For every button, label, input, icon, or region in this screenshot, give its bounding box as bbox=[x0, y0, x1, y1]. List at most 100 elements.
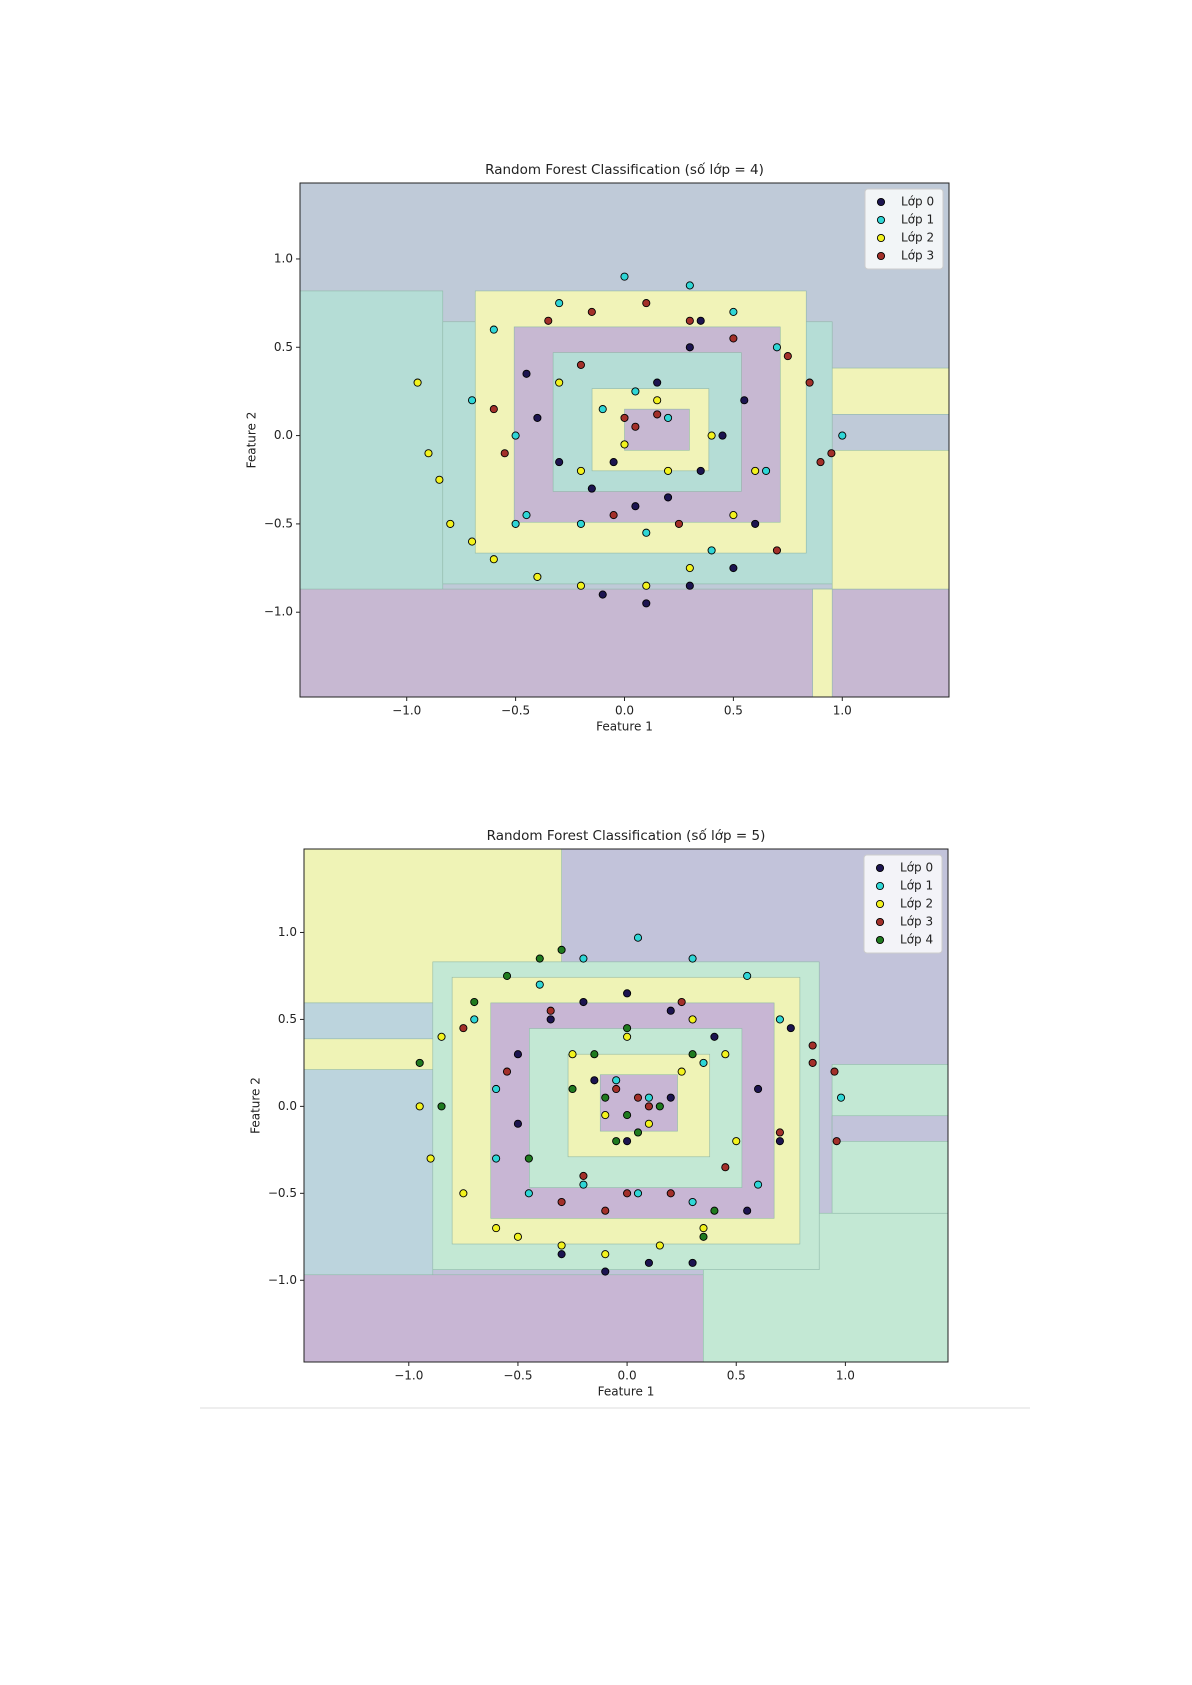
point bbox=[642, 528, 651, 537]
legend-marker bbox=[875, 863, 885, 873]
point bbox=[555, 378, 564, 387]
point bbox=[609, 458, 618, 467]
point bbox=[502, 971, 512, 980]
chart: Random Forest Classification (số lớp = 5… bbox=[249, 827, 949, 1399]
point bbox=[721, 1050, 730, 1059]
point bbox=[644, 1119, 653, 1128]
point bbox=[623, 1137, 632, 1146]
point bbox=[576, 581, 585, 590]
x-tick-label: 0.0 bbox=[615, 704, 634, 718]
point bbox=[489, 325, 498, 334]
point bbox=[653, 396, 662, 405]
point bbox=[653, 410, 662, 419]
point bbox=[707, 431, 716, 440]
point bbox=[808, 1058, 817, 1067]
point bbox=[832, 1137, 841, 1146]
point bbox=[729, 564, 738, 573]
point bbox=[685, 316, 694, 325]
point bbox=[633, 1093, 643, 1102]
point bbox=[623, 1189, 632, 1198]
point bbox=[762, 466, 771, 475]
point bbox=[601, 1093, 610, 1102]
point bbox=[721, 1163, 730, 1172]
point bbox=[415, 1058, 424, 1067]
point bbox=[655, 1241, 664, 1250]
legend-marker bbox=[876, 197, 886, 207]
point bbox=[568, 1050, 577, 1059]
y-axis-label: Feature 2 bbox=[249, 1077, 263, 1134]
point bbox=[557, 1250, 566, 1259]
point bbox=[601, 1206, 610, 1215]
point bbox=[740, 396, 749, 405]
point bbox=[470, 997, 479, 1007]
point bbox=[707, 546, 716, 555]
decision-region bbox=[599, 1074, 678, 1132]
point bbox=[522, 369, 531, 378]
point bbox=[426, 1154, 435, 1163]
point bbox=[620, 272, 629, 281]
legend-label: Lớp 3 bbox=[900, 915, 933, 929]
point bbox=[696, 316, 705, 325]
point bbox=[688, 1197, 697, 1207]
point bbox=[598, 590, 607, 599]
x-tick-label: 0.0 bbox=[618, 1369, 637, 1383]
point bbox=[535, 954, 544, 963]
point bbox=[568, 1084, 577, 1094]
point bbox=[524, 1189, 533, 1198]
point bbox=[524, 1154, 533, 1163]
decision-region bbox=[303, 1038, 434, 1070]
point bbox=[633, 1189, 643, 1198]
legend-marker bbox=[875, 917, 885, 927]
point bbox=[513, 1050, 522, 1059]
point bbox=[664, 493, 673, 502]
point bbox=[555, 299, 564, 308]
point bbox=[666, 1006, 675, 1015]
point bbox=[642, 299, 651, 308]
legend-label: Lớp 1 bbox=[900, 879, 933, 893]
y-tick-label: 0.0 bbox=[278, 1099, 297, 1113]
point bbox=[437, 1032, 446, 1041]
point bbox=[546, 1006, 555, 1015]
point bbox=[743, 1206, 752, 1215]
point bbox=[688, 954, 697, 963]
point bbox=[576, 466, 585, 475]
point bbox=[446, 519, 455, 528]
point bbox=[601, 1267, 610, 1276]
point bbox=[838, 431, 847, 440]
point bbox=[786, 1024, 795, 1033]
y-axis-label: Feature 2 bbox=[245, 412, 259, 469]
point bbox=[623, 1024, 632, 1033]
point bbox=[609, 511, 618, 520]
point bbox=[601, 1250, 610, 1259]
legend-label: Lớp 4 bbox=[900, 933, 933, 947]
point bbox=[775, 1128, 784, 1137]
point bbox=[685, 281, 694, 290]
decision-region bbox=[831, 367, 950, 590]
chart-title: Random Forest Classification (số lớp = 5… bbox=[487, 827, 766, 844]
plot-frame bbox=[303, 848, 949, 1363]
point bbox=[655, 1102, 664, 1111]
y-tick-label: 0.5 bbox=[278, 1012, 297, 1026]
point bbox=[696, 466, 705, 475]
point bbox=[631, 387, 640, 396]
legend-label: Lớp 0 bbox=[901, 195, 934, 209]
legend-label: Lớp 2 bbox=[900, 897, 933, 911]
point bbox=[587, 484, 596, 493]
point bbox=[783, 352, 792, 361]
x-axis-label: Feature 1 bbox=[598, 1385, 655, 1399]
point bbox=[544, 316, 553, 325]
point bbox=[546, 1015, 555, 1024]
legend-marker bbox=[875, 899, 885, 909]
x-axis-label: Feature 1 bbox=[596, 720, 653, 734]
decision-region bbox=[299, 588, 950, 698]
point bbox=[620, 413, 629, 422]
point bbox=[620, 440, 629, 449]
y-tick-label: 1.0 bbox=[278, 925, 297, 939]
point bbox=[459, 1189, 468, 1198]
point bbox=[522, 511, 531, 520]
y-tick-label: 1.0 bbox=[274, 251, 293, 265]
point bbox=[492, 1154, 501, 1163]
point bbox=[511, 431, 520, 440]
legend-label: Lớp 1 bbox=[901, 213, 934, 227]
x-tick-label: 1.0 bbox=[836, 1369, 855, 1383]
